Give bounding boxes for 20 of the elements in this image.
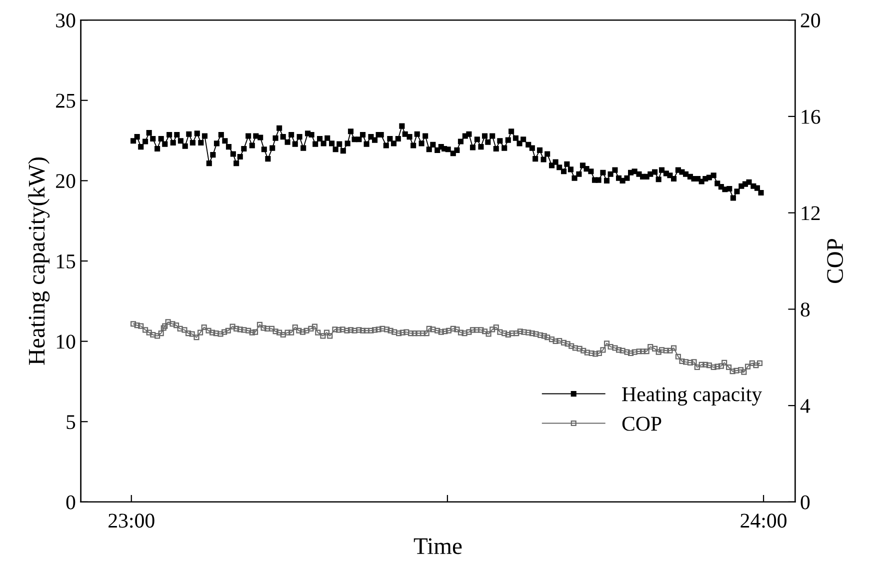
y-tick-label: 10 xyxy=(56,334,76,349)
y2-tick-label: 0 xyxy=(800,495,810,510)
y-tick-label: 0 xyxy=(66,495,76,510)
y2-tick-label: 8 xyxy=(800,302,810,317)
x-axis-title: Time xyxy=(414,538,462,554)
x-tick-label: 24:00 xyxy=(740,514,786,528)
y-tick-label: 15 xyxy=(56,254,76,268)
y-axis-title: Heating capacity(kW) xyxy=(28,157,50,365)
y-tick-label: 5 xyxy=(66,415,76,430)
legend-label: COP xyxy=(622,416,662,431)
y2-tick-label: 20 xyxy=(800,13,820,28)
y2-axis-title: COP xyxy=(827,238,843,283)
legend-label: Heating capacity xyxy=(622,387,762,406)
y-tick-label: 30 xyxy=(56,13,76,28)
y-tick-label: 20 xyxy=(56,174,76,188)
y2-tick-label: 4 xyxy=(800,399,810,413)
y2-tick-label: 12 xyxy=(802,206,820,220)
y-tick-label: 25 xyxy=(56,94,76,108)
y2-tick-label: 16 xyxy=(802,110,820,124)
x-tick-label: 23:00 xyxy=(108,514,154,528)
